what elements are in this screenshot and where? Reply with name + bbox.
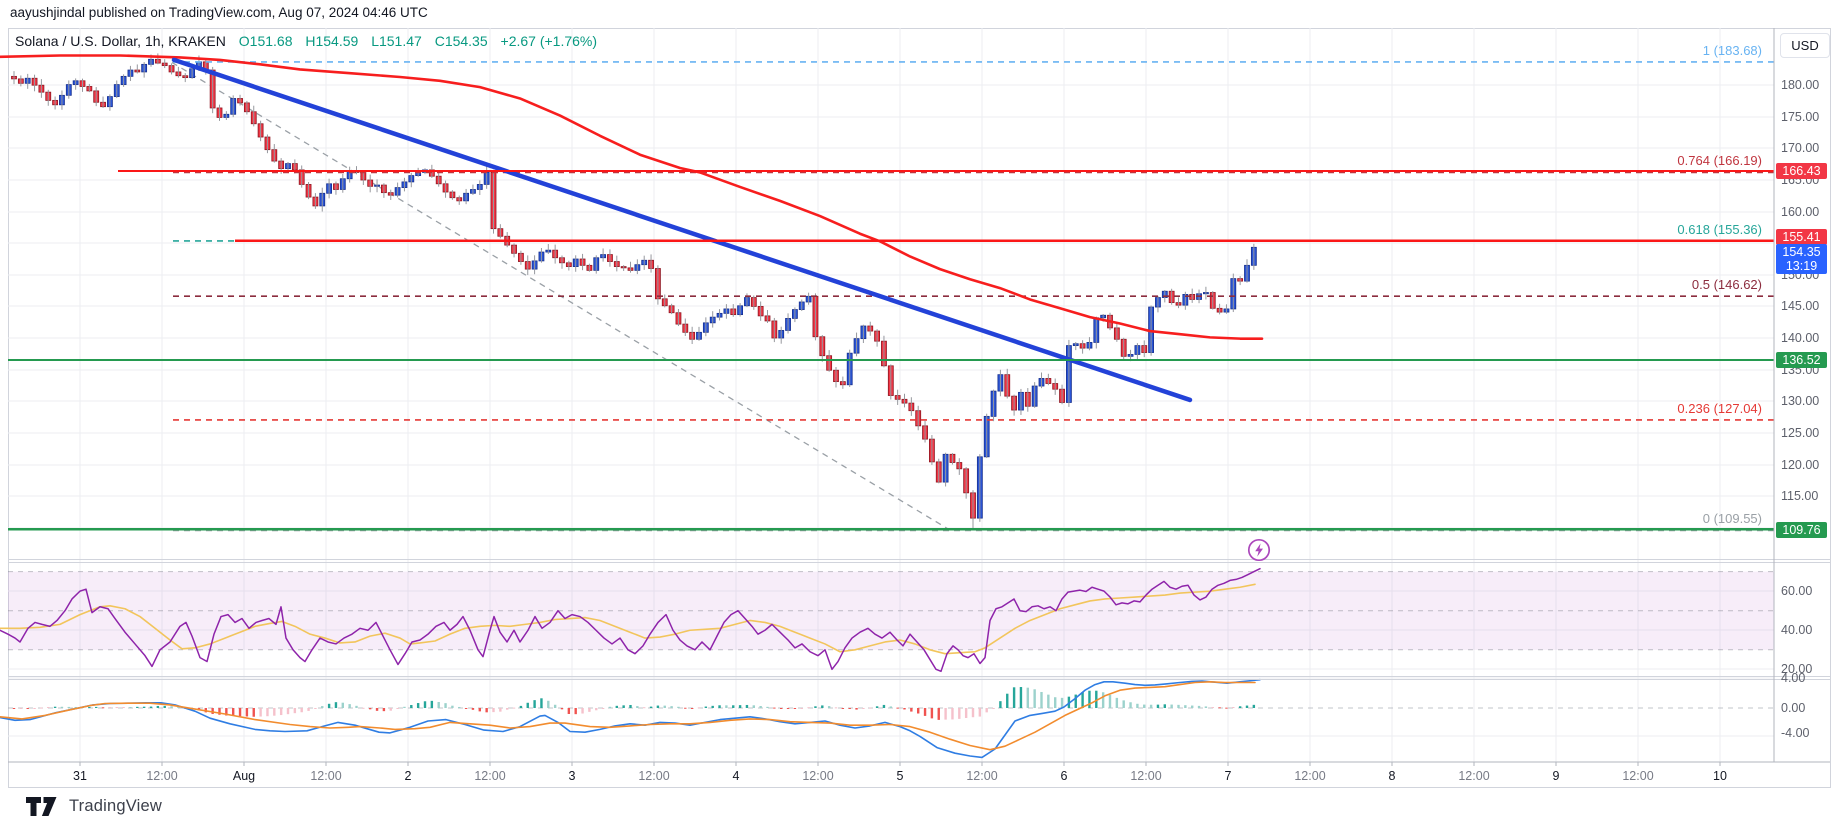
axis-label: 60.00 [1781, 584, 1813, 598]
price-badge: 154.35 13:19 [1776, 244, 1827, 274]
time-axis-label: 12:00 [310, 769, 342, 783]
axis-label: -4.00 [1781, 726, 1810, 740]
time-axis-label: 4 [732, 769, 740, 783]
time-axis-label: 12:00 [1622, 769, 1654, 783]
time-axis-label: 10 [1713, 769, 1727, 783]
time-axis-label: 12:00 [146, 769, 178, 783]
symbol-title: Solana / U.S. Dollar, 1h, KRAKEN [15, 33, 226, 49]
tradingview-logo-icon [26, 797, 57, 816]
axis-label: 170.00 [1781, 141, 1820, 155]
time-axis-label: 12:00 [802, 769, 834, 783]
axis-label: 40.00 [1781, 623, 1813, 637]
time-axis-label: 3 [568, 769, 576, 783]
axis-label: 145.00 [1781, 299, 1820, 313]
axis-label: 140.00 [1781, 331, 1820, 345]
axis-label: 175.00 [1781, 110, 1820, 124]
axis-label: 0.00 [1781, 701, 1806, 715]
fib-level-label: 0.618 (155.36) [1677, 221, 1762, 237]
time-axis-label: 12:00 [638, 769, 670, 783]
tradingview-logo[interactable]: TradingView [26, 796, 162, 817]
time-axis-label: 6 [1060, 769, 1068, 783]
chart-frame [8, 28, 1831, 788]
axis-label: 4.00 [1781, 671, 1806, 685]
currency-toggle-button[interactable]: USD [1780, 33, 1830, 58]
axis-label: 20.00 [1781, 662, 1813, 676]
fib-level-label: 0.236 (127.04) [1677, 400, 1762, 416]
symbol-header: Solana / U.S. Dollar, 1h, KRAKEN O151.68… [15, 33, 597, 49]
tradingview-logo-text: TradingView [69, 797, 162, 815]
axis-label: 120.00 [1781, 458, 1820, 472]
price-badge: 136.52 [1776, 352, 1827, 368]
time-axis-label: 9 [1552, 769, 1560, 783]
price-badge: 166.43 [1776, 163, 1827, 179]
time-axis-label: 12:00 [1458, 769, 1490, 783]
time-axis-label: 2 [404, 769, 412, 783]
fib-level-label: 1 (183.68) [1702, 42, 1762, 58]
time-axis-label: 12:00 [1294, 769, 1326, 783]
ohlc-close: C154.35 [434, 33, 488, 49]
fib-level-label: 0.764 (166.19) [1677, 153, 1762, 169]
candle-series [11, 58, 1257, 519]
time-axis-label: 12:00 [966, 769, 998, 783]
axis-label: 115.00 [1781, 489, 1819, 503]
time-axis-label: 5 [896, 769, 904, 783]
price-badge: 109.76 [1776, 522, 1827, 538]
fib-level-label: 0 (109.55) [1702, 511, 1762, 527]
axis-label: 160.00 [1781, 205, 1820, 219]
axis-label: 180.00 [1781, 78, 1820, 92]
axis-label: 130.00 [1781, 394, 1820, 408]
time-axis-label: 31 [73, 769, 87, 783]
axis-label: 125.00 [1781, 426, 1820, 440]
time-axis-label: 8 [1388, 769, 1396, 783]
ohlc-high: H154.59 [305, 33, 359, 49]
attribution-text: aayushjindal published on TradingView.co… [10, 5, 428, 20]
time-axis-label: 7 [1224, 769, 1232, 783]
price-badge: 155.41 [1776, 229, 1827, 245]
ohlc-change: +2.67 (+1.76%) [500, 33, 598, 49]
time-axis-label: Aug [232, 769, 256, 783]
fib-level-label: 0.5 (146.62) [1691, 277, 1762, 293]
ohlc-open: O151.68 [238, 33, 293, 49]
time-axis-label: 12:00 [1130, 769, 1162, 783]
time-axis-label: 12:00 [474, 769, 506, 783]
boost-lightning-icon[interactable] [1246, 537, 1272, 563]
ohlc-low: L151.47 [371, 33, 422, 49]
